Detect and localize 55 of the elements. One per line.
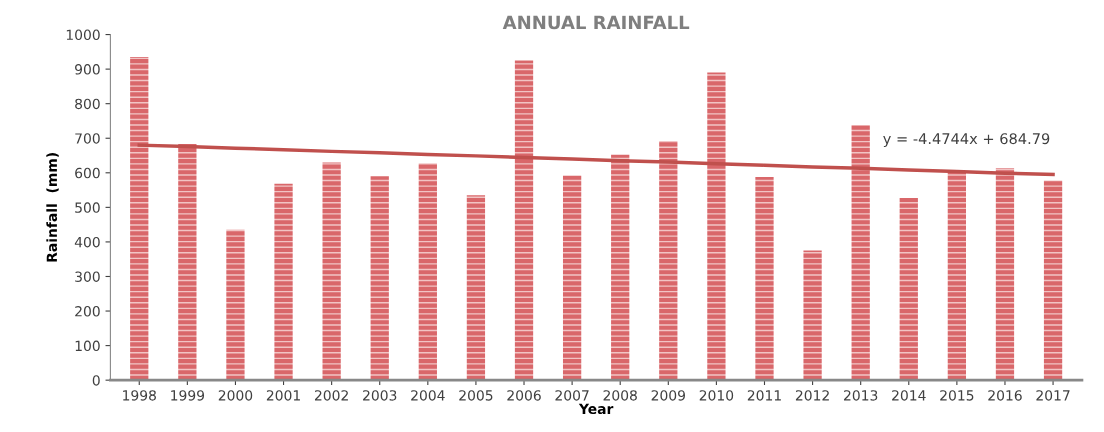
x-tick-label: 2001 [266,390,300,401]
y-tick-label: 800 [75,98,100,110]
bar [370,176,389,381]
x-tick-label: 2014 [892,390,926,401]
bar [130,57,149,381]
y-tick-label: 1000 [66,29,100,41]
bar [659,141,678,381]
x-tick-label: 2008 [603,390,637,401]
x-tick-label: 2007 [555,390,589,401]
bar [947,172,967,381]
y-tick-label: 200 [75,306,100,317]
x-tick-label: 1999 [171,390,205,401]
bar [226,229,245,381]
bar [707,72,726,381]
x-tick-label: 2000 [218,390,253,401]
annotation: y = -4.4744x + 684.79 [883,133,1050,148]
bar [851,125,870,381]
x-tick-label: 2013 [844,390,878,401]
x-tick-label: 2006 [507,390,541,401]
bar [899,198,918,381]
bar [562,175,582,381]
y-axis-title: Rainfall (mm) [46,153,59,262]
y-tick-label: 500 [75,202,100,213]
bar [178,144,197,381]
y-tick-label: 400 [74,236,100,248]
chart-title: ANNUAL RAINFALL [502,15,690,30]
x-tick-label: 2009 [651,390,685,401]
x-tick-label: 2012 [795,390,829,401]
x-tick-label: 2011 [747,390,781,401]
y-tick-label: 700 [75,133,100,144]
y-tick-label: 900 [75,64,100,75]
bar [322,162,341,381]
x-tick-label: 2010 [699,390,734,401]
x-tick-label: 2017 [1036,390,1070,401]
bar [611,154,630,381]
x-tick-label: 2015 [940,390,974,401]
x-tick-label: 2002 [314,390,348,401]
x-tick-label: 1998 [123,390,156,401]
y-tick-label: 100 [75,340,100,352]
y-tick-label: 0 [92,375,100,386]
y-tick-label: 300 [75,271,100,282]
bar [1043,180,1063,381]
x-axis-title: Year [578,403,614,415]
bar [803,250,822,381]
x-tick-label: 2016 [988,390,1022,401]
bar [514,60,534,381]
x-tick-label: 2003 [363,390,397,401]
bar [274,183,293,381]
y-tick-label: 600 [75,167,100,179]
x-tick-label: 2004 [411,390,445,401]
bar [418,163,437,381]
x-tick-label: 2005 [459,390,493,401]
bar [466,195,486,381]
bar [755,176,774,381]
bar [995,168,1015,381]
